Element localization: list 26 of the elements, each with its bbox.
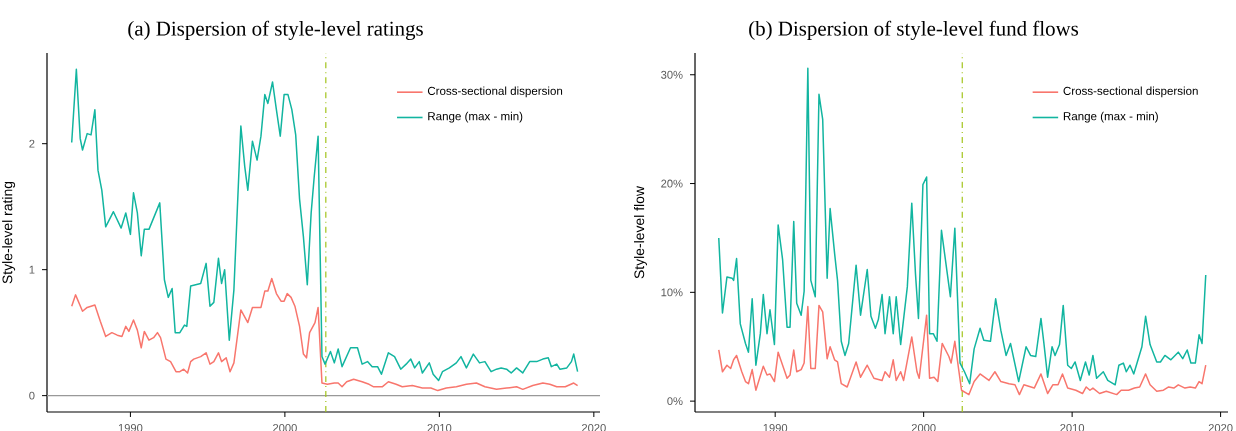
x-tick-label: 2020 xyxy=(1208,424,1233,431)
x-tick-label: 2020 xyxy=(581,424,606,431)
y-tick-label: 1 xyxy=(29,265,35,274)
legend-label: Cross-sectional dispersion xyxy=(427,86,563,98)
chart-title: (b) Dispersion of style-level fund flows xyxy=(749,20,1079,40)
y-tick-label: 10% xyxy=(661,288,683,297)
x-tick-label: 2010 xyxy=(427,424,452,431)
y-tick-label: 0% xyxy=(667,397,683,406)
legend-label: Range (max - min) xyxy=(428,111,523,123)
x-tick-label: 2000 xyxy=(273,424,297,431)
x-tick-label: 2000 xyxy=(911,424,936,431)
y-axis-title: Style-level rating xyxy=(2,181,16,284)
y-tick-label: 0 xyxy=(29,391,35,400)
x-tick-label: 1990 xyxy=(763,424,788,431)
line-series xyxy=(718,67,1207,386)
line-series xyxy=(718,304,1207,396)
y-tick-label: 30% xyxy=(661,70,683,79)
y-tick-label: 20% xyxy=(661,179,683,188)
legend-label: Range (max - min) xyxy=(1063,111,1158,123)
line-series xyxy=(70,68,579,382)
x-tick-label: 1990 xyxy=(118,424,143,431)
y-axis-title: Style-level flow xyxy=(633,186,647,279)
chart-title: (a) Dispersion of style-level ratings xyxy=(128,20,423,40)
x-tick-label: 2010 xyxy=(1060,424,1085,431)
legend-label: Cross-sectional dispersion xyxy=(1063,86,1198,98)
y-tick-label: 2 xyxy=(29,139,35,148)
